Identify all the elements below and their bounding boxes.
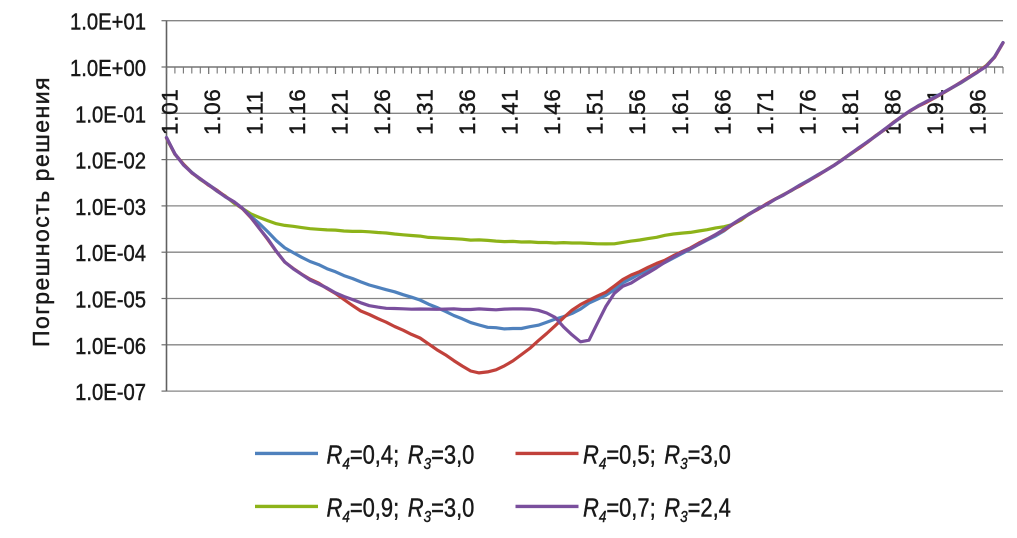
svg-text:1.36: 1.36 [455,88,480,135]
svg-text:R4=0,5; R3=3,0: R4=0,5; R3=3,0 [583,441,731,474]
svg-text:1.16: 1.16 [285,88,310,135]
svg-text:1.61: 1.61 [668,88,693,135]
svg-text:1.81: 1.81 [838,88,863,135]
svg-text:1.0E-03: 1.0E-03 [75,194,146,221]
svg-text:1.56: 1.56 [625,88,650,135]
svg-text:1.51: 1.51 [583,88,608,135]
svg-text:1.71: 1.71 [753,88,778,135]
svg-text:1.0E-01: 1.0E-01 [75,101,146,128]
svg-text:1.96: 1.96 [966,88,991,135]
svg-text:R4=0,9; R3=3,0: R4=0,9; R3=3,0 [327,494,475,527]
svg-text:1.91: 1.91 [923,88,948,135]
svg-text:1.0E-04: 1.0E-04 [75,240,146,267]
svg-text:1.0E+01: 1.0E+01 [70,8,146,35]
svg-text:1.86: 1.86 [880,88,905,135]
svg-text:1.0E-06: 1.0E-06 [75,333,146,360]
svg-text:1.0E+00: 1.0E+00 [70,55,146,82]
svg-text:1.66: 1.66 [710,88,735,135]
svg-text:1.21: 1.21 [328,88,353,135]
svg-text:1.06: 1.06 [200,88,225,135]
svg-text:1.26: 1.26 [370,88,395,135]
svg-text:R4=0,7; R3=2,4: R4=0,7; R3=2,4 [583,494,731,527]
svg-text:1.0E-07: 1.0E-07 [75,379,146,406]
svg-text:1.46: 1.46 [540,88,565,135]
svg-text:1.01: 1.01 [157,88,182,135]
svg-text:Погрешность решения: Погрешность решения [28,76,54,347]
svg-text:1.11: 1.11 [243,90,268,135]
svg-text:1.41: 1.41 [498,88,523,135]
svg-text:1.31: 1.31 [413,88,438,135]
svg-text:1.0E-05: 1.0E-05 [75,286,146,313]
svg-text:1.76: 1.76 [795,88,820,135]
svg-text:R4=0,4; R3=3,0: R4=0,4; R3=3,0 [327,441,475,474]
svg-text:1.0E-02: 1.0E-02 [75,147,146,174]
